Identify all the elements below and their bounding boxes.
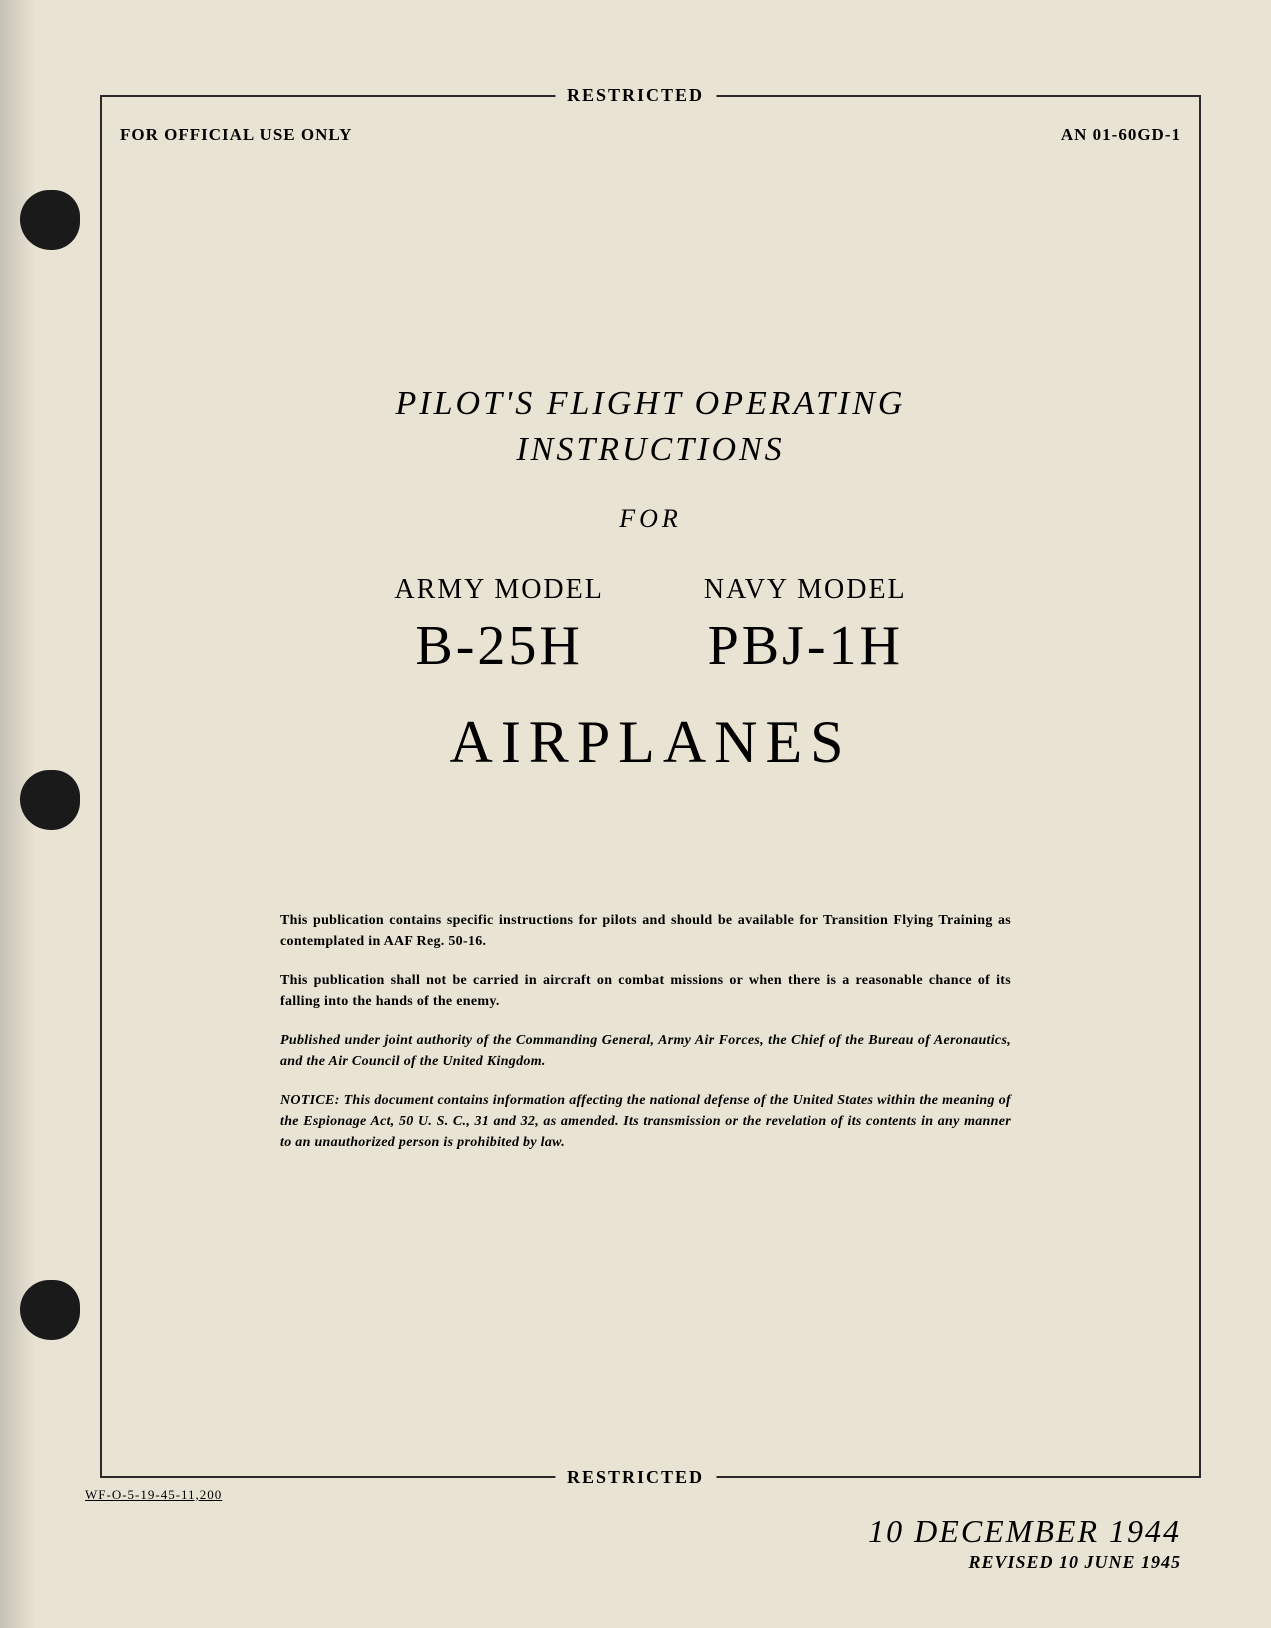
notice-paragraph-4: NOTICE: This document contains informati… — [280, 1090, 1011, 1153]
navy-model-code: PBJ-1H — [704, 614, 907, 678]
page-border — [100, 95, 1201, 1478]
notice-paragraph-2: This publication shall not be carried in… — [280, 970, 1011, 1012]
revision-date: REVISED 10 JUNE 1945 — [868, 1552, 1181, 1573]
print-code: WF-O-5-19-45-11,200 — [85, 1487, 222, 1503]
document-page: RESTRICTED RESTRICTED FOR OFFICIAL USE O… — [0, 0, 1271, 1628]
navy-model-column: NAVY MODEL PBJ-1H — [704, 574, 907, 678]
notice-block: This publication contains specific instr… — [280, 910, 1011, 1171]
classification-top: RESTRICTED — [555, 85, 716, 106]
punch-hole — [20, 770, 80, 830]
title-line-2: INSTRUCTIONS — [100, 431, 1201, 469]
navy-model-label: NAVY MODEL — [704, 574, 907, 606]
publication-date: 10 DECEMBER 1944 — [868, 1513, 1181, 1550]
official-use-label: FOR OFFICIAL USE ONLY — [120, 125, 352, 145]
title-line-1: PILOT'S FLIGHT OPERATING — [100, 385, 1201, 423]
document-number: AN 01-60GD-1 — [1061, 125, 1181, 145]
models-row: ARMY MODEL B-25H NAVY MODEL PBJ-1H — [100, 574, 1201, 678]
classification-bottom: RESTRICTED — [555, 1467, 716, 1488]
army-model-label: ARMY MODEL — [394, 574, 604, 606]
army-model-code: B-25H — [394, 614, 604, 678]
punch-hole — [20, 190, 80, 250]
notice-paragraph-1: This publication contains specific instr… — [280, 910, 1011, 952]
header-row: FOR OFFICIAL USE ONLY AN 01-60GD-1 — [120, 125, 1181, 145]
date-block: 10 DECEMBER 1944 REVISED 10 JUNE 1945 — [868, 1513, 1181, 1573]
title-block: PILOT'S FLIGHT OPERATING INSTRUCTIONS FO… — [100, 385, 1201, 777]
notice-paragraph-3: Published under joint authority of the C… — [280, 1030, 1011, 1072]
for-label: FOR — [100, 504, 1201, 534]
army-model-column: ARMY MODEL B-25H — [394, 574, 604, 678]
punch-hole — [20, 1280, 80, 1340]
airplanes-heading: AIRPLANES — [100, 708, 1201, 777]
